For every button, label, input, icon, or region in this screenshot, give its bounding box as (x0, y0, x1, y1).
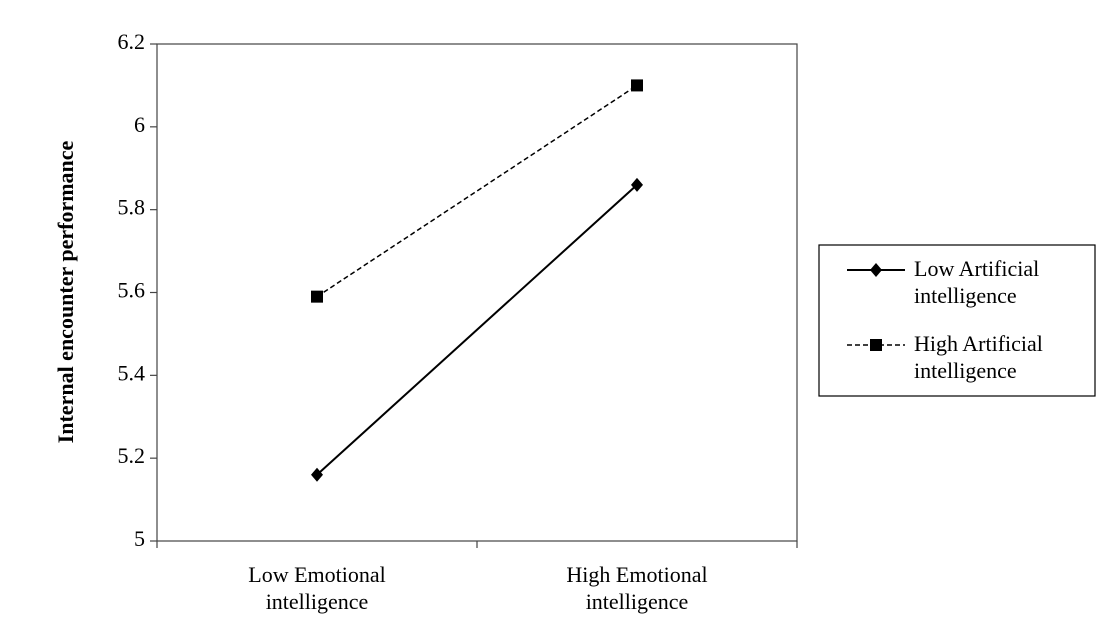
plot-frame (156, 43, 798, 542)
marker (311, 467, 323, 482)
y-tick-label: 5.2 (118, 443, 146, 468)
y-axis-label: Internal encounter performance (53, 140, 78, 443)
legend-marker (870, 263, 882, 277)
legend-marker (870, 339, 882, 351)
marker (631, 177, 643, 192)
y-tick-label: 5.8 (118, 195, 146, 220)
y-tick-label: 5.6 (118, 278, 146, 303)
y-tick-label: 6 (134, 112, 145, 137)
series-line (316, 84, 638, 298)
y-tick-label: 5 (134, 526, 145, 551)
series-line (316, 184, 638, 476)
marker (631, 79, 643, 92)
marker (311, 290, 323, 303)
x-tick-label: Low Emotional intelligence (248, 562, 386, 614)
y-tick-label: 5.4 (118, 360, 146, 385)
legend-label: High Artificial intelligence (914, 331, 1043, 383)
legend-label: Low Artificial intelligence (914, 256, 1040, 308)
x-tick-label: High Emotional intelligence (566, 562, 708, 614)
y-tick-label: 6.2 (118, 29, 146, 54)
